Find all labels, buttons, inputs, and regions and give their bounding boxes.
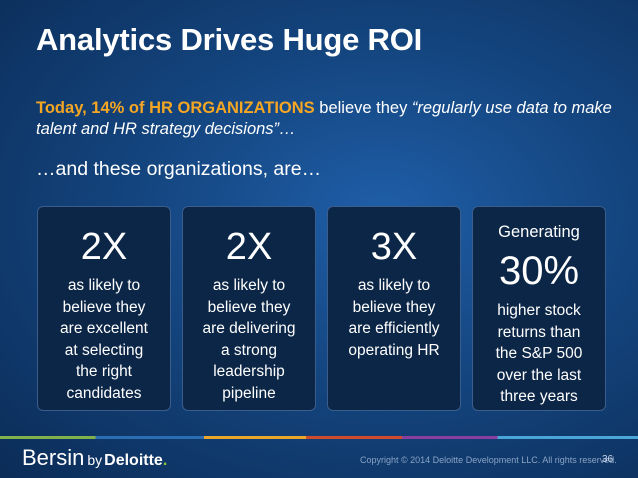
stat-line: as likely to <box>357 277 431 294</box>
page-number: 36 <box>602 454 614 465</box>
footer: Bersin by Deloitte. Copyright © 2014 Deloi… <box>0 439 638 478</box>
stat-line: operating HR <box>348 341 440 359</box>
lead-text: …and these organizations, are… <box>36 158 322 180</box>
copyright-text: Copyright © 2014 Deloitte Development LL… <box>360 455 617 465</box>
stat-line: the right <box>75 363 132 380</box>
stat-card-1: 2X as likely to believe they are excelle… <box>37 206 171 411</box>
stat-line: candidates <box>66 384 142 402</box>
stat-value: 30% <box>498 249 580 293</box>
stat-line: are delivering <box>202 320 296 337</box>
stat-line: believe they <box>207 298 291 316</box>
stat-line: pipeline <box>222 384 276 402</box>
stat-card-3: 3X as likely to believe they are efficie… <box>327 206 461 411</box>
stat-line: three years <box>500 388 578 405</box>
stat-value: 3X <box>370 226 418 268</box>
stat-description: as likely to believe they are delivering… <box>183 275 315 404</box>
intro-middle: believe they <box>314 99 412 117</box>
stat-line: as likely to <box>212 277 286 294</box>
stat-line: believe they <box>352 298 436 316</box>
stat-line: returns than <box>497 323 581 341</box>
stat-value: 2X <box>80 226 128 268</box>
stat-line: over the last <box>496 366 582 384</box>
stat-line: believe they <box>62 298 146 316</box>
logo-deloitte: Deloitte <box>104 452 163 469</box>
stat-line: are excellent <box>60 320 148 337</box>
intro-text: Today, 14% of HR ORGANIZATIONS believe t… <box>36 98 616 140</box>
color-stripe-divider <box>0 436 638 439</box>
bersin-deloitte-logo: Bersin by Deloitte. <box>22 445 167 471</box>
stat-description: as likely to believe they are excellent … <box>38 275 170 404</box>
stat-description: higher stock returns than the S&P 500 ov… <box>473 300 605 408</box>
intro-highlight: Today, 14% of HR ORGANIZATIONS <box>36 99 315 117</box>
stat-prefix: Generating <box>498 223 580 241</box>
intro-quote: “regularly use data to make talent and H… <box>36 99 612 138</box>
slide-title: Analytics Drives Huge ROI <box>36 22 423 57</box>
stat-description: as likely to believe they are efficientl… <box>328 275 460 361</box>
stat-card-4: Generating 30% higher stock returns than… <box>472 206 606 411</box>
stat-line: higher stock <box>497 302 581 319</box>
stat-line: a strong <box>220 341 277 359</box>
stat-line: are efficiently <box>348 320 440 337</box>
stat-card-2: 2X as likely to believe they are deliver… <box>182 206 316 411</box>
logo-dot: . <box>162 452 168 469</box>
stat-value: 2X <box>225 226 273 268</box>
logo-by: by <box>87 452 103 468</box>
logo-bersin: Bersin <box>22 445 85 470</box>
stat-line: as likely to <box>67 277 141 294</box>
stat-line: at selecting <box>64 341 144 359</box>
stat-line: leadership <box>213 363 285 380</box>
stat-line: the S&P 500 <box>495 345 583 362</box>
